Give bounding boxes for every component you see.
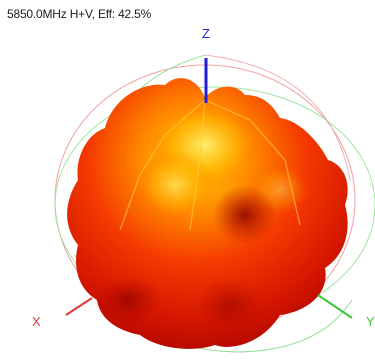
null-region-bottom — [195, 277, 265, 333]
reference-arc-top — [204, 54, 351, 181]
axes — [65, 58, 353, 319]
null-region-left — [93, 275, 163, 325]
z-axis-label: Z — [202, 26, 210, 41]
x-axis-line — [65, 297, 93, 316]
surface-creases — [119, 99, 301, 231]
hot-zone-center — [135, 150, 215, 220]
pattern-surface — [67, 78, 348, 349]
y-axis-label: Y — [366, 314, 375, 329]
chart-title: 5850.0MHz H+V, Eff: 42.5% — [7, 7, 152, 21]
y-axis-line — [317, 294, 353, 319]
x-axis-label: X — [32, 314, 41, 329]
null-region-center — [213, 185, 277, 245]
